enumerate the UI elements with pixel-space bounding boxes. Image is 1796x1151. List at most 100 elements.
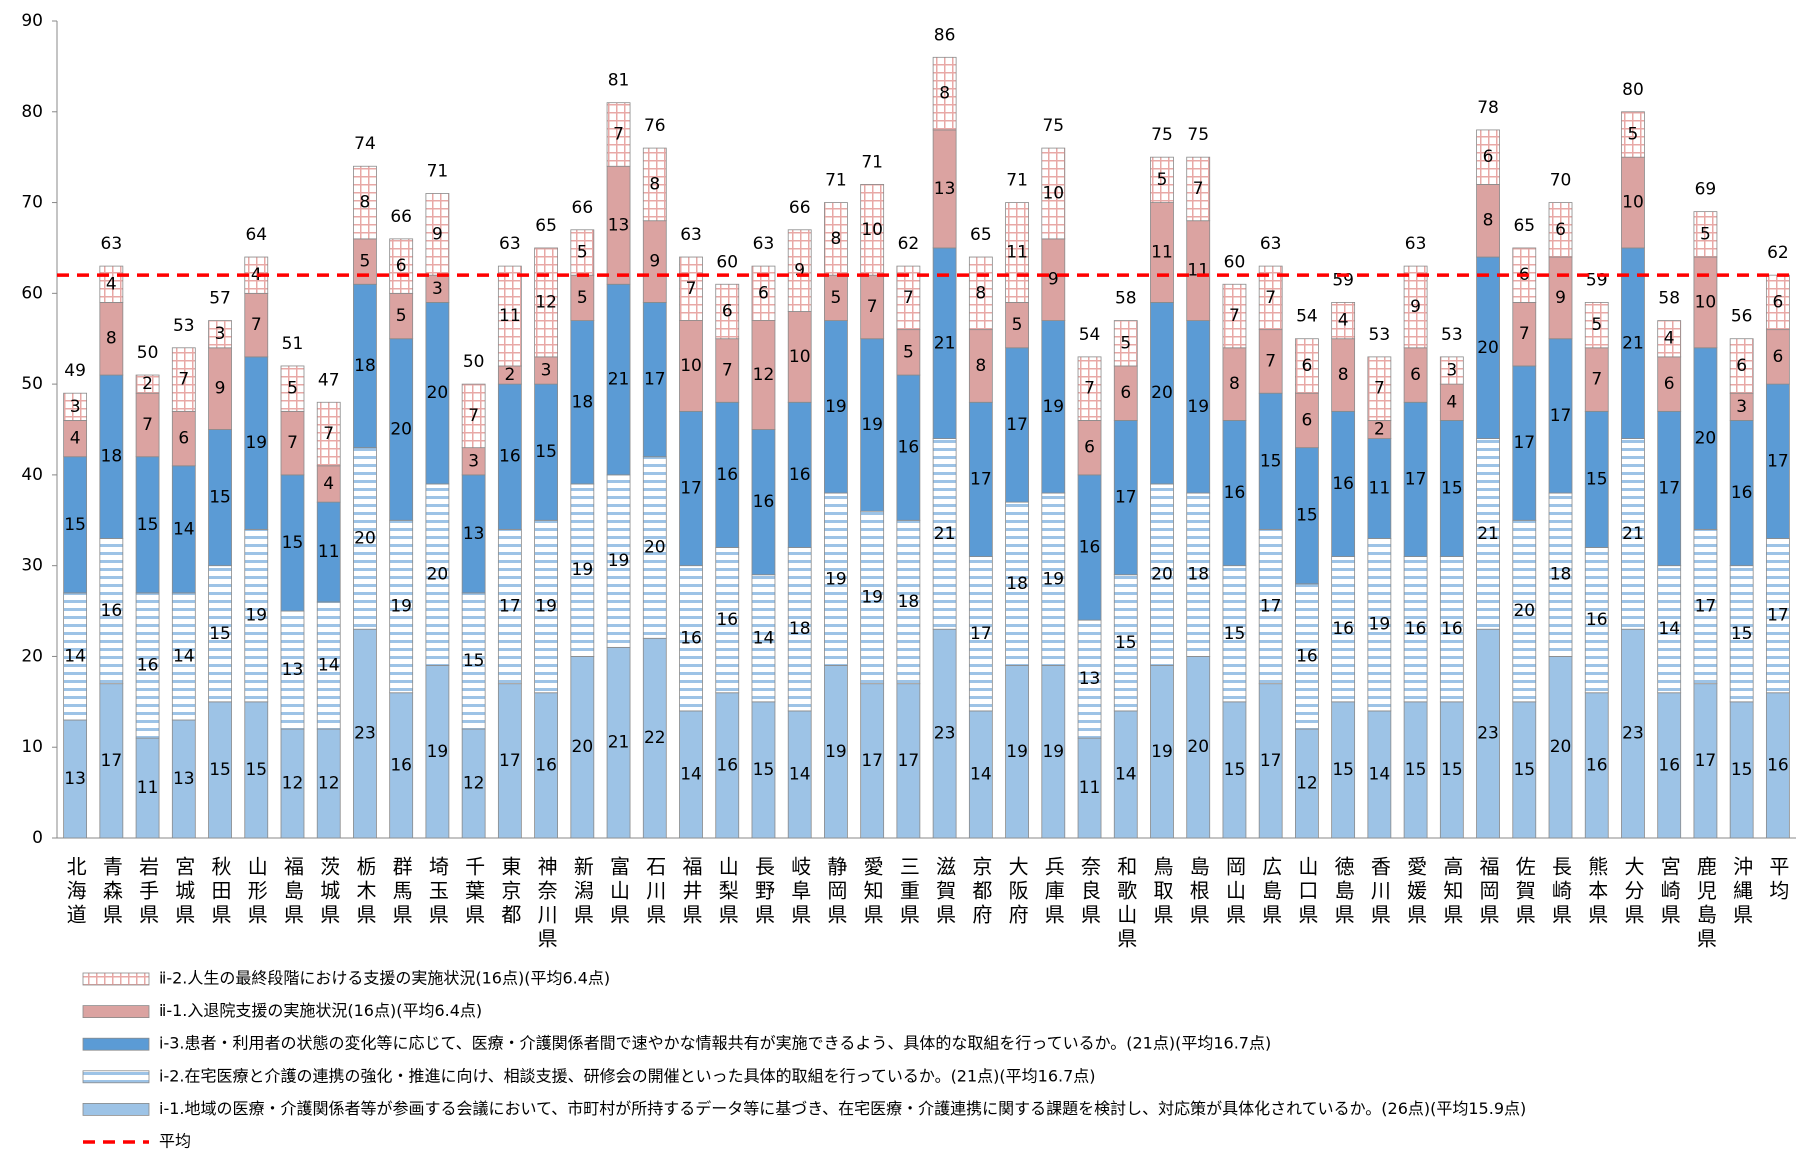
data-label: 16 xyxy=(753,492,775,512)
total-label: 62 xyxy=(1767,243,1789,263)
data-label: 21 xyxy=(1622,524,1644,544)
x-tick-label: 高知県 xyxy=(1440,856,1464,928)
data-label: 16 xyxy=(898,438,920,458)
total-label: 75 xyxy=(1151,125,1173,145)
data-label: 10 xyxy=(1695,292,1717,312)
data-label: 13 xyxy=(934,179,956,199)
data-label: 19 xyxy=(427,742,449,762)
data-label: 4 xyxy=(323,474,334,494)
x-tick-label: 新潟県 xyxy=(570,856,594,928)
bar-segment xyxy=(1657,320,1682,358)
data-label: 8 xyxy=(939,84,950,104)
data-label: 17 xyxy=(970,469,992,489)
data-label: 15 xyxy=(209,488,231,508)
data-label: 8 xyxy=(360,193,371,213)
data-label: 21 xyxy=(934,524,956,544)
data-label: 14 xyxy=(970,764,992,784)
data-label: 16 xyxy=(1586,610,1608,630)
data-label: 2 xyxy=(1374,420,1385,440)
data-label: 6 xyxy=(1483,147,1494,167)
x-tick-label: 長野県 xyxy=(751,856,775,928)
y-tick-label: 70 xyxy=(21,193,43,213)
bar-segment xyxy=(1295,338,1319,394)
bar-segment xyxy=(715,283,740,340)
data-label: 11 xyxy=(318,542,340,562)
data-label: 13 xyxy=(1079,669,1101,689)
data-label: 6 xyxy=(758,283,769,303)
data-label: 19 xyxy=(825,569,847,589)
legend-label: ⅰ-1.地域の医療・介護関係者等が参画する会議において、市町村が所持するデータ等… xyxy=(159,1099,1526,1118)
data-label: 4 xyxy=(70,429,81,449)
data-label: 14 xyxy=(1658,619,1680,639)
total-label: 49 xyxy=(64,361,86,381)
data-label: 20 xyxy=(390,420,412,440)
bar-segment xyxy=(1113,320,1138,367)
data-label: 5 xyxy=(1120,333,1131,353)
data-label: 11 xyxy=(1187,261,1209,281)
data-label: 17 xyxy=(101,751,123,771)
data-label: 15 xyxy=(463,651,485,671)
total-label: 53 xyxy=(173,316,195,336)
data-label: 8 xyxy=(975,283,986,303)
data-label: 2 xyxy=(142,374,153,394)
data-label: 19 xyxy=(245,606,267,626)
data-label: 7 xyxy=(142,415,153,435)
data-label: 8 xyxy=(1338,365,1349,385)
x-tick-label: 沖縄県 xyxy=(1730,856,1754,928)
data-label: 17 xyxy=(1695,751,1717,771)
data-label: 20 xyxy=(1550,737,1572,757)
data-label: 23 xyxy=(934,724,956,744)
total-label: 62 xyxy=(898,234,920,254)
total-label: 50 xyxy=(463,352,485,372)
data-label: 16 xyxy=(1586,755,1608,775)
x-tick-label: 山形県 xyxy=(244,856,268,928)
bar-segment xyxy=(353,165,377,240)
data-label: 15 xyxy=(1224,760,1246,780)
total-label: 59 xyxy=(1586,270,1608,290)
data-label: 15 xyxy=(1224,624,1246,644)
data-label: 19 xyxy=(861,587,883,607)
legend-label: ⅱ-1.入退院支援の実施状況(16点)(平均6.4点) xyxy=(159,1001,482,1020)
legend-label: ⅱ-2.人生の最終段階における支援の実施状況(16点)(平均6.4点) xyxy=(159,969,610,988)
legend-label: ⅰ-2.在宅医療と介護の連携の強化・推進に向け、相談支援、研修会の開催といった具… xyxy=(159,1066,1096,1085)
total-label: 58 xyxy=(1115,289,1137,309)
data-label: 7 xyxy=(287,433,298,453)
data-label: 20 xyxy=(572,737,594,757)
total-label: 63 xyxy=(680,225,702,245)
data-label: 19 xyxy=(825,397,847,417)
data-label: 9 xyxy=(649,252,660,272)
x-tick-label: 北海道 xyxy=(63,856,87,928)
x-tick-label: 鹿児島県 xyxy=(1693,856,1717,952)
y-tick-label: 10 xyxy=(21,737,43,757)
data-label: 6 xyxy=(1301,356,1312,376)
total-label: 53 xyxy=(1441,325,1463,345)
data-label: 15 xyxy=(1513,760,1535,780)
data-label: 13 xyxy=(282,660,304,680)
data-label: 17 xyxy=(970,624,992,644)
data-label: 11 xyxy=(1151,242,1173,262)
bar-segment xyxy=(1548,202,1573,258)
data-label: 15 xyxy=(137,515,159,535)
data-label: 7 xyxy=(613,124,624,144)
data-label: 12 xyxy=(318,774,340,794)
total-label: 53 xyxy=(1369,325,1391,345)
bar-segment xyxy=(751,265,776,321)
data-label: 20 xyxy=(1513,601,1535,621)
bar-segment xyxy=(642,147,667,222)
data-label: 10 xyxy=(1622,193,1644,213)
data-label: 5 xyxy=(577,242,588,262)
x-tick-label: 栃木県 xyxy=(353,856,377,928)
x-tick-label: 佐賀県 xyxy=(1512,856,1536,928)
data-label: 5 xyxy=(831,288,842,308)
data-label: 11 xyxy=(137,778,159,798)
data-label: 5 xyxy=(1157,170,1168,190)
bar-segment xyxy=(1693,211,1718,258)
legend-swatch xyxy=(82,1070,150,1084)
data-label: 15 xyxy=(1260,451,1282,471)
data-label: 20 xyxy=(1151,565,1173,585)
data-label: 12 xyxy=(282,774,304,794)
x-tick-label: 富山県 xyxy=(607,856,631,928)
data-label: 11 xyxy=(1006,242,1028,262)
total-label: 66 xyxy=(572,198,594,218)
data-label: 8 xyxy=(975,356,986,376)
